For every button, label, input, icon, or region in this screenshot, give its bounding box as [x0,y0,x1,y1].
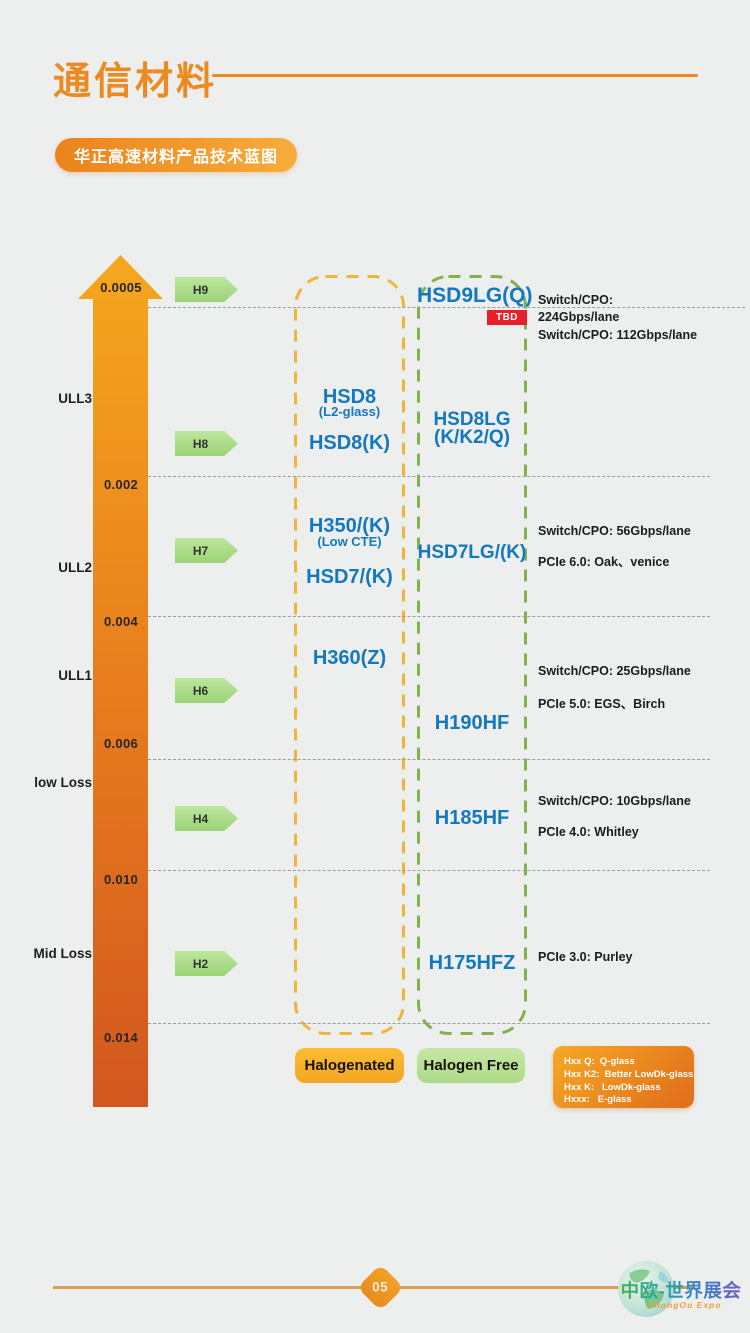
product-h360z: H360(Z) [312,647,387,669]
product-h190hf: H190HF [434,712,510,734]
scale-value: 0.004 [103,614,139,629]
scale-value: 0.010 [103,872,139,887]
page-title: 通信材料 [53,61,218,103]
category-label-ull3: ULL3 [58,391,92,406]
product-hsd9lgq: HSD9LG(Q) [417,284,533,307]
level-line-002 [148,476,710,477]
grade-tag-h4: H4 [175,806,238,831]
scale-value: 0.006 [103,736,139,751]
annotation-pcie3: PCIe 3.0: Purley [538,950,633,964]
tbd-badge: TBD [487,310,527,325]
annotation-pcie6: PCIe 6.0: Oak、venice [538,555,670,569]
category-label-ull2: ULL2 [58,560,92,575]
scale-value: 0.0005 [100,280,142,295]
page-number: 05 [372,1280,389,1295]
grade-tag-h9: H9 [175,277,238,302]
product-hsd8-sub: (L2-glass) [318,404,381,419]
product-h175hfz: H175HFZ [428,952,516,974]
expo-logo-cn: 中欧-世界展会 [612,1277,750,1303]
product-hsd8lg: HSD8LG [433,409,511,430]
glass-type-legend: Hxx Q: Q-glass Hxx K2: Better LowDk-glas… [553,1046,694,1108]
product-hsd8k: HSD8(K) [308,432,391,454]
annotation-switch-cpo-112: Switch/CPO: 112Gbps/lane [538,328,698,342]
grade-tag-h6: H6 [175,678,238,703]
page-number-marker: 05 [357,1264,404,1311]
legend-halogenated: Halogenated [295,1048,404,1083]
annotation-switch-cpo-25: Switch/CPO: 25Gbps/lane [538,664,691,678]
product-h350k-sub: (Low CTE) [317,534,382,549]
annotation-pcie4: PCIe 4.0: Whitley [538,825,639,839]
legend-halogen-free: Halogen Free [417,1048,525,1083]
grade-tag-h7: H7 [175,538,238,563]
title-rule [212,74,698,77]
category-label-ull1: ULL1 [58,668,92,683]
grade-tag-h2: H2 [175,951,238,976]
level-line-014 [148,1023,710,1024]
level-line-010 [148,870,710,871]
annotation-pcie5: PCIe 5.0: EGS、Birch [538,697,666,711]
subtitle-badge: 华正高速材料产品技术蓝图 [55,138,297,172]
glass-note: Hxx K: LowDk-glass [564,1081,661,1093]
glass-note: Hxx K2: Better LowDk-glass [564,1068,694,1080]
scale-value: 0.014 [103,1030,139,1045]
category-label-midloss: Mid Loss [33,946,92,961]
product-hsd7k: HSD7/(K) [306,566,393,588]
halogen-free-column-outline [417,275,527,1035]
expo-globe-icon [618,1261,674,1317]
product-h185hf: H185HF [434,807,510,829]
product-hsd7lgk: HSD7LG/(K) [417,542,527,563]
category-label-lowloss: low Loss [34,775,92,790]
expo-logo-en: ZhongOu Expo [648,1300,722,1310]
product-hsd8lg-sub: (K/K2/Q) [434,427,510,448]
scale-value: 0.002 [103,477,139,492]
annotation-switch-cpo-224-l1: Switch/CPO: [538,293,614,307]
annotation-switch-cpo-10: Switch/CPO: 10Gbps/lane [538,794,691,808]
glass-note: Hxxx: E-glass [564,1094,632,1106]
grade-tag-h8: H8 [175,431,238,456]
glass-note: Hxx Q: Q-glass [564,1056,635,1067]
product-h350k: H350/(K) [308,515,391,537]
level-line-0005 [148,307,745,308]
annotation-switch-cpo-56: Switch/CPO: 56Gbps/lane [538,524,691,538]
product-hsd8: HSD8 [322,386,377,408]
level-line-004 [148,616,710,617]
level-line-006 [148,759,710,760]
annotation-switch-cpo-224-l2: 224Gbps/lane [538,310,620,324]
